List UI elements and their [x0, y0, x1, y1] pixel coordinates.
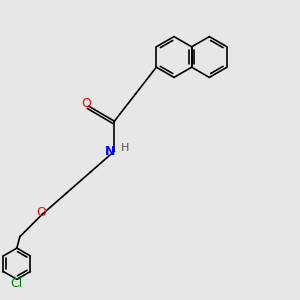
Text: N: N [105, 145, 115, 158]
Text: Cl: Cl [11, 277, 23, 290]
Text: O: O [81, 97, 91, 110]
Text: H: H [121, 143, 129, 153]
Text: O: O [36, 206, 46, 219]
